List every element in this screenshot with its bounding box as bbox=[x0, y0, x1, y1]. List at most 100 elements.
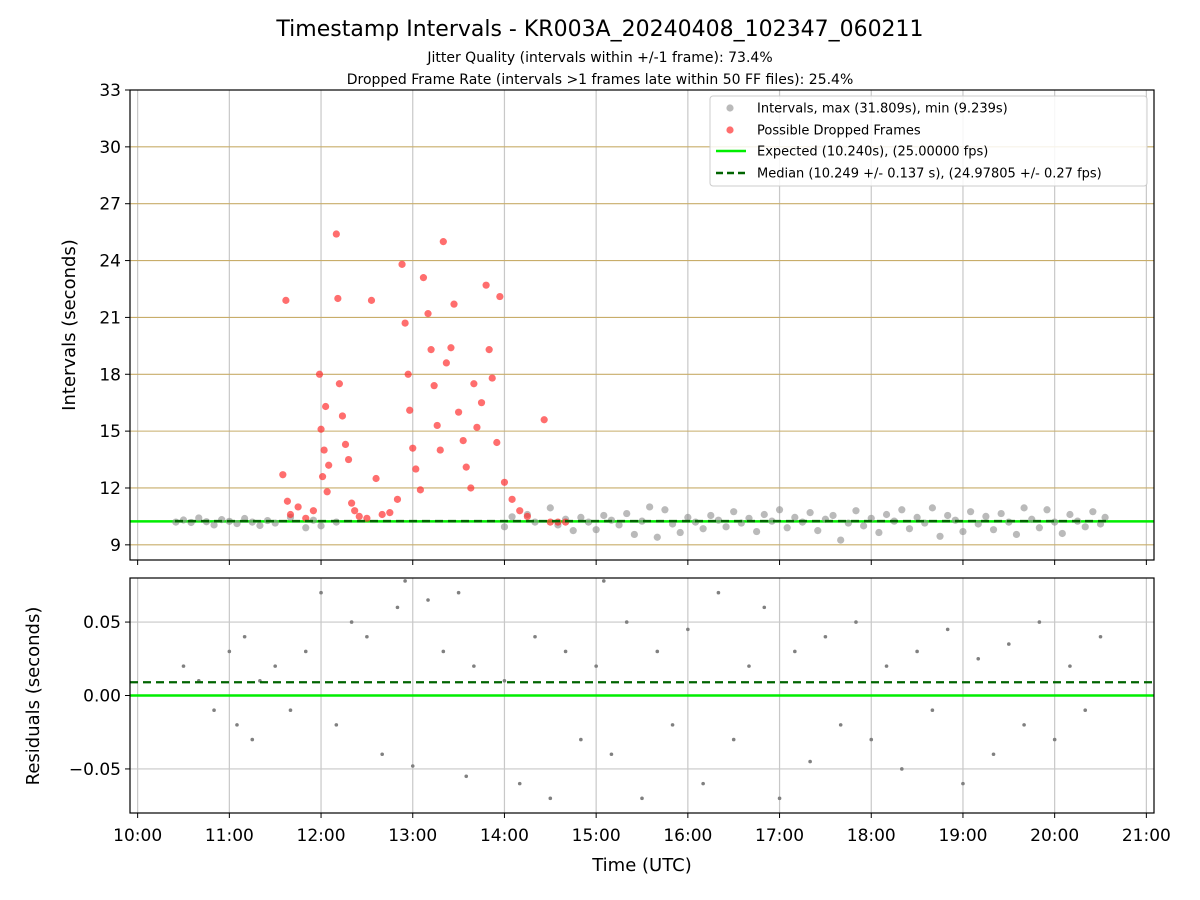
residual-point bbox=[288, 708, 293, 712]
interval-point bbox=[623, 509, 631, 518]
residual-point bbox=[793, 649, 797, 654]
dropped-frame-point bbox=[424, 310, 432, 318]
residual-point bbox=[594, 664, 598, 668]
interval-point bbox=[653, 533, 661, 541]
residual-point bbox=[808, 759, 812, 764]
interval-point bbox=[989, 526, 998, 534]
residual-point bbox=[517, 781, 522, 786]
intervals-y-tick-label: 24 bbox=[99, 252, 121, 272]
interval-point bbox=[913, 513, 921, 521]
dropped-frame-point bbox=[367, 296, 376, 304]
interval-point bbox=[1089, 508, 1097, 516]
dropped-frame-point bbox=[351, 507, 359, 515]
residual-point bbox=[601, 579, 606, 583]
interval-point bbox=[829, 511, 837, 520]
x-tick-label: 19:00 bbox=[938, 826, 987, 846]
dropped-frame-point bbox=[334, 294, 342, 303]
dropped-frames-series bbox=[279, 230, 570, 526]
interval-point bbox=[875, 528, 883, 537]
residual-point bbox=[273, 664, 277, 668]
residual-point bbox=[915, 649, 919, 654]
intervals-legend: Intervals, max (31.809s), min (9.239s) P… bbox=[709, 95, 1148, 187]
x-tick-label: 17:00 bbox=[755, 826, 804, 846]
residual-point bbox=[930, 708, 935, 712]
interval-point bbox=[760, 510, 768, 519]
interval-point bbox=[905, 525, 914, 533]
dropped-frame-point bbox=[500, 478, 509, 486]
legend-label-median: Median (10.249 +/- 0.137 s), (24.97805 +… bbox=[757, 167, 1102, 182]
x-tick-label: 16:00 bbox=[663, 826, 712, 846]
residual-point bbox=[349, 620, 354, 624]
dropped-frame-point bbox=[322, 402, 330, 411]
interval-point bbox=[615, 521, 623, 529]
interval-point bbox=[775, 506, 784, 514]
dropped-frame-point bbox=[419, 274, 428, 282]
interval-point bbox=[317, 522, 325, 530]
dropped-frame-point bbox=[335, 380, 343, 388]
residual-point bbox=[456, 590, 461, 595]
interval-point bbox=[210, 521, 218, 529]
dropped-frame-point bbox=[294, 503, 302, 511]
dropped-frame-point bbox=[325, 461, 333, 469]
interval-point bbox=[1012, 530, 1021, 539]
residual-point bbox=[731, 737, 736, 742]
interval-point bbox=[791, 513, 799, 521]
interval-point bbox=[1081, 523, 1089, 531]
residual-point bbox=[838, 723, 843, 727]
dropped-frame-point bbox=[355, 512, 363, 521]
residuals-y-tick-label: −0.05 bbox=[69, 760, 121, 780]
interval-point bbox=[1058, 529, 1066, 538]
interval-point bbox=[982, 512, 990, 521]
residual-point bbox=[303, 649, 308, 654]
residual-point bbox=[945, 627, 950, 632]
x-axis-label: Time (UTC) bbox=[591, 855, 692, 876]
dropped-frame-point bbox=[282, 296, 290, 304]
residual-point bbox=[380, 752, 384, 757]
residual-point bbox=[403, 579, 407, 583]
intervals-y-tick-label: 27 bbox=[99, 195, 121, 215]
residual-point bbox=[181, 664, 186, 668]
interval-point bbox=[722, 523, 730, 531]
interval-point bbox=[837, 536, 845, 544]
residual-point bbox=[250, 737, 255, 742]
dropped-frame-point bbox=[523, 512, 531, 521]
intervals-y-tick-label: 21 bbox=[99, 308, 121, 328]
figure-subtitle-dropped: Dropped Frame Rate (intervals >1 frames … bbox=[347, 72, 854, 88]
interval-point bbox=[1020, 504, 1028, 512]
intervals-y-tick-label: 30 bbox=[99, 138, 121, 158]
interval-point bbox=[852, 507, 860, 515]
intervals-axes-frame bbox=[129, 89, 1155, 561]
dropped-frame-point bbox=[436, 446, 444, 454]
x-tick-label: 14:00 bbox=[480, 826, 529, 846]
figure-title: Timestamp Intervals - KR003A_20240408_10… bbox=[275, 17, 923, 42]
interval-point bbox=[676, 528, 684, 537]
residual-point bbox=[502, 679, 507, 683]
residual-point bbox=[686, 627, 690, 632]
residual-point bbox=[823, 634, 828, 639]
residual-point bbox=[640, 796, 644, 801]
interval-point bbox=[928, 504, 936, 512]
interval-point bbox=[1035, 524, 1043, 532]
intervals-y-tick-label: 15 bbox=[99, 422, 121, 442]
dropped-frame-point bbox=[315, 370, 324, 378]
interval-point bbox=[592, 526, 600, 534]
legend-entry-dropped: Possible Dropped Frames bbox=[726, 124, 921, 139]
interval-point bbox=[256, 521, 264, 530]
dropped-frame-point bbox=[279, 471, 287, 479]
intervals-y-tick-label: 18 bbox=[99, 365, 121, 385]
intervals-y-tick-label: 33 bbox=[99, 81, 121, 101]
dropped-frame-point bbox=[454, 408, 463, 416]
interval-point bbox=[814, 527, 822, 535]
legend-label-expected: Expected (10.240s), (25.00000 fps) bbox=[757, 145, 988, 160]
residual-point bbox=[227, 649, 232, 654]
legend-label-intervals: Intervals, max (31.809s), min (9.239s) bbox=[757, 102, 1008, 117]
residual-point bbox=[747, 664, 751, 668]
x-tick-label: 15:00 bbox=[572, 826, 621, 846]
interval-point bbox=[898, 506, 906, 514]
interval-point bbox=[714, 516, 723, 524]
dropped-frame-point bbox=[283, 497, 292, 505]
residual-point bbox=[365, 634, 369, 639]
residual-point bbox=[869, 737, 874, 742]
residual-point bbox=[472, 664, 476, 668]
